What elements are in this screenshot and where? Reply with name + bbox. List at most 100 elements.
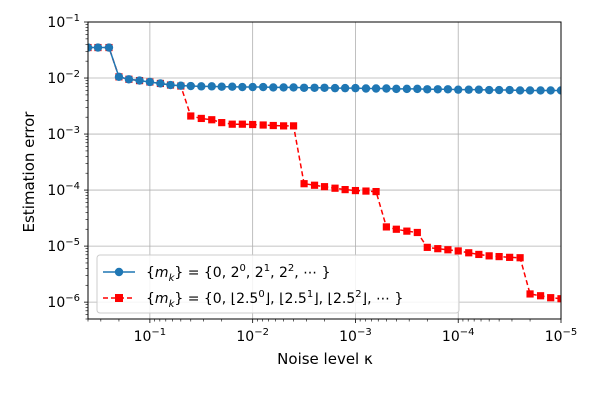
series-1-point bbox=[299, 83, 309, 92]
y-tick-label: 10−6 bbox=[47, 293, 80, 311]
x-tick-exponent: −1 bbox=[151, 327, 166, 338]
x-tick-label: 10−2 bbox=[236, 327, 269, 345]
y-tick-label: 10−3 bbox=[47, 125, 80, 143]
legend: {mk} = {0, 20, 21, 22, ⋯ } {m k} = {0, ⌊2… bbox=[96, 254, 460, 314]
series-2-point bbox=[516, 254, 524, 262]
series-1-point bbox=[494, 85, 504, 95]
y-tick-exponent: −4 bbox=[65, 181, 80, 192]
series-2-point bbox=[300, 180, 308, 188]
series-1-point bbox=[197, 82, 206, 91]
series-2-point bbox=[372, 187, 380, 196]
series-2-point bbox=[197, 114, 205, 123]
series-2-point bbox=[536, 292, 545, 300]
y-tick-base: 10 bbox=[47, 127, 65, 143]
series-2-point bbox=[259, 121, 267, 129]
y-tick-exponent: −3 bbox=[65, 125, 80, 136]
x-tick-base: 10 bbox=[339, 329, 357, 345]
series-2-point bbox=[289, 122, 298, 130]
series-1-point bbox=[269, 83, 278, 92]
x-tick-base: 10 bbox=[545, 329, 563, 345]
series-2-point bbox=[362, 187, 370, 195]
series-1-point bbox=[310, 83, 319, 92]
series-1-point bbox=[340, 83, 350, 93]
legend-1-end: , ⋯ } bbox=[294, 265, 330, 281]
series-1-point bbox=[228, 82, 237, 91]
series-2-point bbox=[310, 181, 319, 189]
series-2-point bbox=[382, 223, 390, 231]
legend-box bbox=[96, 254, 460, 314]
series-1-point bbox=[124, 75, 134, 84]
legend-1-mid2: , 2 bbox=[270, 265, 288, 281]
series-2-point bbox=[392, 225, 400, 233]
series-2-point bbox=[506, 253, 514, 261]
series-2-point bbox=[557, 295, 561, 303]
series-1-point bbox=[104, 43, 114, 52]
x-tick-label: 10−3 bbox=[339, 327, 372, 345]
series-2-point bbox=[269, 121, 277, 130]
legend-2-end: ⌋, ⋯ } bbox=[362, 291, 404, 307]
series-2-point bbox=[495, 252, 503, 261]
series-1-point bbox=[351, 83, 360, 93]
series-2-point bbox=[465, 249, 473, 257]
series-2-point bbox=[454, 247, 462, 255]
x-tick-label: 10−1 bbox=[134, 327, 167, 345]
series-2-point bbox=[403, 227, 411, 235]
legend-2-post: } = {0, ⌊2.5 bbox=[174, 291, 258, 307]
legend-marker-series-2 bbox=[115, 294, 123, 302]
legend-label-series-1: {mk} = {0, 20, 21, 22, ⋯ } bbox=[146, 263, 331, 284]
legend-2-k: k bbox=[169, 299, 176, 310]
legend-1-e2: 2 bbox=[288, 263, 294, 274]
series-1-point bbox=[258, 82, 268, 92]
x-tick-base: 10 bbox=[134, 329, 152, 345]
legend-marker-series-1 bbox=[114, 267, 124, 277]
series-2-point bbox=[341, 185, 349, 194]
y-tick-base: 10 bbox=[47, 239, 65, 255]
x-tick-exponent: −3 bbox=[357, 327, 372, 338]
y-axis-label: Estimation error bbox=[20, 111, 38, 233]
series-2-point bbox=[444, 246, 452, 254]
series-1-point bbox=[536, 86, 545, 95]
legend-2-mid1: ⌋, ⌊2.5 bbox=[265, 291, 307, 307]
legend-1-m: m bbox=[155, 265, 169, 281]
y-tick-exponent: −6 bbox=[65, 293, 80, 304]
legend-1-pre: { bbox=[146, 265, 155, 281]
y-tick-exponent: −2 bbox=[65, 69, 80, 80]
series-1-point bbox=[238, 82, 247, 92]
x-tick-label: 10−4 bbox=[442, 327, 475, 345]
series-1-point bbox=[289, 83, 298, 92]
series-2-point bbox=[434, 245, 442, 253]
series-1-point bbox=[546, 86, 555, 95]
y-tick-label: 10−2 bbox=[47, 69, 80, 87]
series-1-point bbox=[371, 84, 381, 93]
tick-labels: 10−1 10−2 10−3 10−4 10−510−610−510−410−310−2… bbox=[47, 13, 577, 345]
legend-2-e2: 2 bbox=[355, 289, 361, 300]
y-tick-label: 10−4 bbox=[47, 181, 80, 199]
x-tick-base: 10 bbox=[236, 329, 254, 345]
x-axis-label: Noise level κ bbox=[277, 350, 373, 368]
series-1-point bbox=[330, 83, 340, 93]
series-1-point bbox=[186, 81, 195, 91]
legend-1-mid1: , 2 bbox=[246, 265, 264, 281]
series-1-point bbox=[114, 72, 124, 82]
series-2-point bbox=[351, 186, 360, 195]
series-2-point bbox=[413, 228, 421, 237]
series-1-point bbox=[217, 82, 226, 91]
series-1-point bbox=[515, 86, 525, 95]
series-1-point bbox=[382, 84, 391, 93]
series-1-point bbox=[156, 79, 165, 88]
x-tick-base: 10 bbox=[442, 329, 460, 345]
series-2-point bbox=[331, 184, 339, 192]
y-tick-exponent: −5 bbox=[65, 237, 80, 248]
series-1-point bbox=[556, 86, 561, 95]
series-1-point bbox=[474, 85, 484, 94]
y-tick-base: 10 bbox=[47, 295, 65, 311]
series-1-point bbox=[320, 83, 329, 92]
series-2-point bbox=[187, 112, 195, 120]
y-tick-label: 10−5 bbox=[47, 237, 80, 255]
legend-2-mid2: ⌋, ⌊2.5 bbox=[313, 291, 355, 307]
series-1-point bbox=[135, 76, 144, 85]
legend-2-e1: 1 bbox=[307, 289, 313, 300]
x-tick-exponent: −4 bbox=[460, 327, 475, 338]
